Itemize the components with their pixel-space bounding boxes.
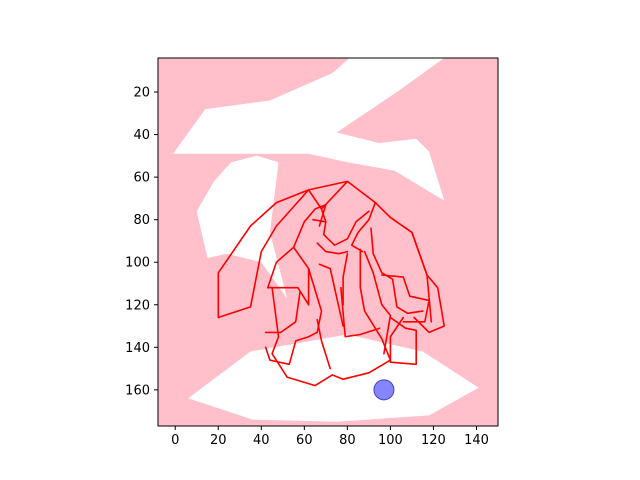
outline-segment-4 <box>292 204 327 249</box>
y-axis: 20 40 60 80 100 120 140 160 <box>125 86 158 398</box>
x-tick-label: 80 <box>339 433 356 448</box>
outline-segment-2 <box>217 189 310 319</box>
x-tick-label: 120 <box>421 433 446 448</box>
y-tick-label: 20 <box>133 86 150 101</box>
white-region-2 <box>173 58 445 201</box>
y-tick-label: 120 <box>125 298 150 313</box>
y-tick-label: 80 <box>133 213 150 228</box>
x-tick-label: 60 <box>296 433 313 448</box>
outline-segment-8 <box>316 242 349 255</box>
outline-segment-14 <box>370 227 424 315</box>
x-tick-label: 40 <box>253 433 270 448</box>
outline-segment-9 <box>318 263 344 327</box>
marker-point <box>373 379 395 401</box>
axes-frame <box>157 57 499 427</box>
outline-segment-17 <box>342 248 392 381</box>
outline-segment-19 <box>264 335 310 366</box>
x-tick-label: 100 <box>378 433 403 448</box>
outline-segment-15 <box>380 274 430 323</box>
outline-segment-6 <box>350 201 377 253</box>
outline-segment-16 <box>389 216 446 334</box>
outline-segment-18 <box>271 286 344 387</box>
y-tick-label: 140 <box>125 341 150 356</box>
white-region-3 <box>196 155 288 299</box>
x-tick-label: 140 <box>464 433 489 448</box>
white-region-4 <box>188 334 479 422</box>
y-tick-label: 100 <box>125 256 150 271</box>
plot-area <box>158 58 498 426</box>
outline-segment-13 <box>320 180 349 210</box>
y-tick-label: 160 <box>125 383 150 398</box>
outline-segment-21 <box>316 318 332 370</box>
outline-segment-11 <box>342 252 349 306</box>
x-axis: 0 20 40 60 80 100 120 140 <box>171 426 489 448</box>
outline-segment-10 <box>363 250 392 355</box>
y-tick-label: 60 <box>133 171 150 186</box>
outline-segment-23 <box>389 316 418 366</box>
y-tick-label: 40 <box>133 128 150 143</box>
x-tick-label: 0 <box>171 433 179 448</box>
x-tick-label: 20 <box>210 433 227 448</box>
outline-segment-20 <box>264 291 301 334</box>
outline-segment-12 <box>307 267 323 338</box>
outline-segment-22 <box>340 286 381 338</box>
